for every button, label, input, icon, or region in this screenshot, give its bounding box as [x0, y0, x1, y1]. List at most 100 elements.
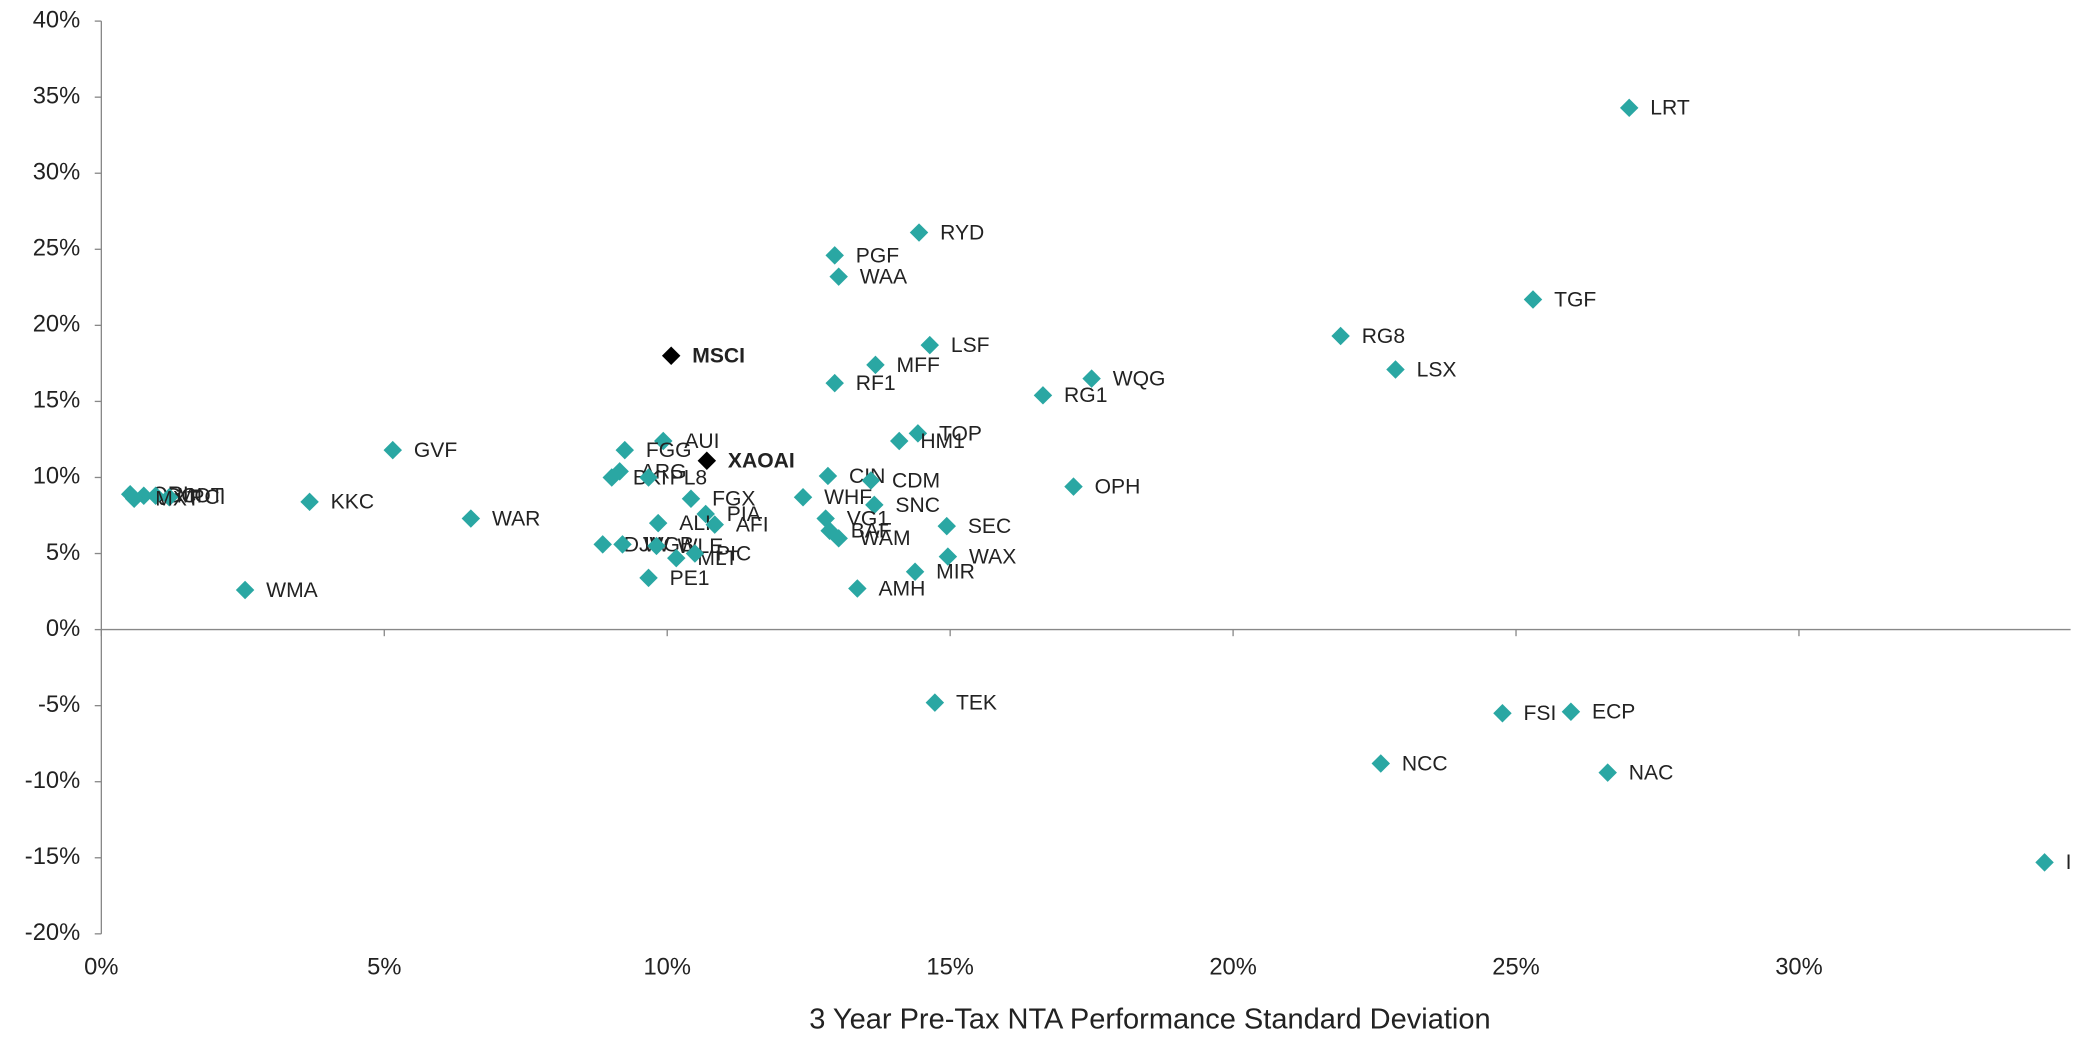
point-label: LSF	[951, 334, 990, 357]
point	[639, 568, 658, 588]
point-label: LRT	[1650, 97, 1690, 120]
x-tick-label: 0%	[84, 954, 118, 980]
point-label: OPH	[1095, 475, 1141, 498]
point-label: XAOAI	[728, 450, 795, 473]
point	[613, 535, 632, 554]
point-label: LSX	[1417, 358, 1457, 381]
point	[1523, 290, 1543, 309]
point-label: WHF	[824, 486, 872, 509]
point	[610, 462, 629, 481]
point	[1331, 326, 1350, 346]
point	[235, 580, 255, 600]
x-tick-label: 30%	[1775, 954, 1823, 980]
point-label: TGF	[1554, 288, 1596, 311]
point-label: ALI	[679, 512, 711, 535]
point	[661, 346, 681, 366]
point	[2035, 853, 2054, 872]
y-tick-label: 0%	[46, 616, 80, 642]
point	[667, 548, 686, 568]
point-label: WAX	[969, 545, 1016, 568]
point-label: WQG	[1113, 367, 1166, 390]
point-label: AMH	[878, 577, 925, 600]
y-tick-label: 10%	[33, 464, 81, 490]
point-label: PCI	[190, 486, 225, 509]
y-tick-label: 25%	[33, 236, 81, 262]
point	[1493, 704, 1512, 723]
point	[681, 489, 701, 509]
y-tick-label: -15%	[25, 844, 80, 870]
point-label: TOP	[939, 422, 982, 445]
point	[866, 355, 885, 375]
point-label: RG8	[1362, 325, 1405, 348]
point-label: WAR	[492, 507, 540, 530]
point-label: VG1	[847, 507, 889, 530]
point-label: MIR	[936, 561, 975, 584]
point-label: HM1	[920, 430, 965, 453]
point	[1598, 763, 1617, 782]
point	[1386, 360, 1405, 379]
point	[865, 495, 884, 515]
point-label: WAA	[860, 266, 908, 289]
point-label: KKC	[331, 491, 374, 514]
point	[696, 504, 715, 524]
point	[593, 535, 612, 554]
point	[697, 451, 717, 470]
point	[818, 466, 838, 486]
point-label: MOT	[177, 485, 224, 508]
point	[925, 693, 945, 712]
point-label: MLT	[697, 547, 738, 570]
point-label: FGX	[712, 488, 755, 511]
point	[937, 516, 956, 536]
point	[1561, 702, 1581, 721]
point-label: TEK	[956, 692, 997, 715]
point-label: PGF	[856, 244, 899, 267]
point	[461, 509, 481, 528]
point	[1033, 386, 1053, 405]
point-label: BAF	[851, 520, 892, 543]
point	[383, 440, 402, 460]
point-label: AUI	[684, 430, 719, 453]
point	[615, 440, 635, 460]
point	[905, 562, 925, 582]
y-tick-label: 40%	[33, 7, 81, 33]
point	[1082, 369, 1101, 388]
point-label: WMA	[266, 579, 318, 602]
point	[654, 431, 673, 451]
point-label: MSCI	[692, 345, 745, 368]
point	[648, 513, 668, 533]
point	[829, 267, 848, 286]
point	[300, 492, 319, 512]
point-label: MFF	[897, 354, 940, 377]
y-tick-label: 20%	[33, 312, 81, 338]
point	[1064, 477, 1083, 496]
point	[705, 515, 724, 534]
point	[861, 471, 881, 490]
point-label: SNC	[895, 494, 940, 517]
y-tick-label: -10%	[25, 768, 80, 794]
y-tick-label: 30%	[33, 159, 81, 185]
point-label: SEC	[968, 515, 1011, 538]
point	[889, 431, 909, 451]
point-label: RG1	[1064, 384, 1107, 407]
point	[825, 373, 844, 393]
x-tick-label: 15%	[926, 954, 974, 980]
x-tick-label: 10%	[643, 954, 691, 980]
x-axis-label: 3 Year Pre-Tax NTA Performance Standard …	[809, 1004, 1490, 1036]
point	[639, 468, 658, 487]
point-label: FGG	[646, 439, 692, 462]
point-label: I	[2066, 851, 2072, 874]
y-tick-label: -5%	[38, 692, 80, 718]
y-tick-label: 35%	[33, 83, 81, 109]
point	[825, 246, 844, 265]
point	[1619, 98, 1639, 118]
point	[938, 547, 958, 566]
point-label: GCI	[165, 485, 203, 508]
point-label: GVF	[414, 439, 457, 462]
point	[829, 529, 848, 548]
point-label: ECP	[1592, 701, 1635, 724]
point-label: RF1	[856, 372, 896, 395]
point	[685, 544, 705, 563]
point-label: AFI	[736, 514, 769, 537]
